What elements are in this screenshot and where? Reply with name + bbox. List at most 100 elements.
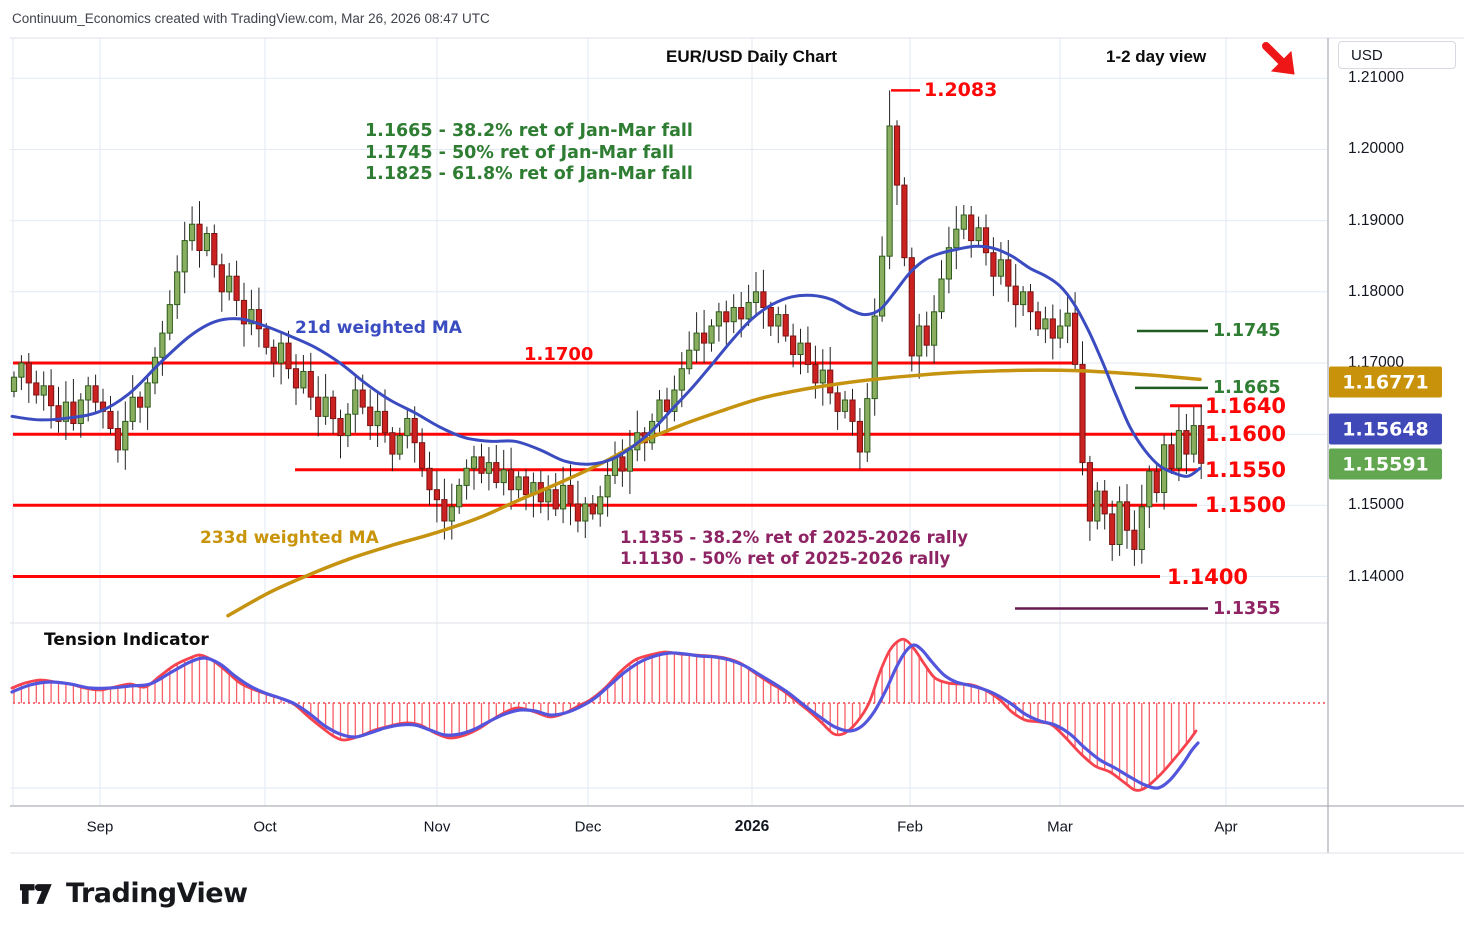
candle	[233, 260, 240, 316]
level-label-1.1500: 1.1500	[1205, 493, 1287, 518]
level-label-1.1400: 1.1400	[1167, 564, 1249, 589]
candle	[730, 294, 737, 334]
candle	[107, 395, 114, 435]
candle	[218, 253, 225, 312]
candle	[211, 224, 218, 278]
candle	[1079, 341, 1086, 476]
candle	[723, 300, 730, 345]
tradingview-logo-icon	[20, 883, 52, 904]
candle	[522, 469, 530, 511]
time-tick-2026: 2026	[734, 818, 770, 835]
tradingview-logo[interactable]: TradingView	[20, 878, 248, 909]
candle	[827, 347, 834, 405]
price-tick-1.19000: 1.19000	[1348, 211, 1405, 229]
candle	[315, 376, 322, 437]
candle	[871, 298, 878, 416]
time-tick-Apr: Apr	[1214, 818, 1238, 836]
price-tick-1.20000: 1.20000	[1348, 140, 1405, 158]
candle	[641, 427, 648, 462]
candle	[663, 387, 671, 433]
tension-histogram	[13, 640, 1195, 790]
candle	[560, 466, 567, 524]
candle	[337, 409, 344, 459]
candle	[448, 483, 455, 540]
candle	[1190, 406, 1197, 463]
level-label-1.1745: 1.1745	[1213, 320, 1281, 341]
fib-line-61: 1.1825 - 61.8% ret of Jan-Mar fall	[365, 164, 693, 184]
candle	[433, 470, 440, 523]
candle	[945, 226, 952, 294]
candle	[344, 403, 351, 447]
candle	[1020, 286, 1027, 316]
candle	[203, 226, 211, 257]
candle	[767, 301, 774, 336]
candle	[693, 312, 700, 363]
candle	[129, 375, 136, 430]
candle	[166, 290, 173, 341]
candle	[144, 375, 151, 430]
candle	[1064, 294, 1071, 344]
candle	[804, 326, 811, 373]
time-tick-Dec: Dec	[574, 818, 602, 836]
candle	[485, 447, 492, 491]
candle	[715, 302, 722, 342]
candle	[1175, 407, 1183, 482]
time-tick-Sep: Sep	[86, 818, 114, 836]
time-tick-Feb: Feb	[897, 818, 923, 836]
candle	[426, 451, 433, 506]
ma21-label: 21d weighted MA	[295, 318, 462, 338]
candle	[292, 354, 300, 405]
candle	[1161, 434, 1168, 510]
candle	[396, 427, 403, 460]
level-label-1.1550: 1.1550	[1205, 457, 1287, 482]
time-tick-Nov: Nov	[423, 818, 451, 836]
candle	[1123, 484, 1131, 549]
candle	[686, 331, 693, 375]
candle	[456, 478, 463, 514]
price-tick-1.21000: 1.21000	[1348, 69, 1405, 87]
candle	[463, 459, 470, 500]
candle	[389, 427, 396, 472]
candle	[760, 269, 767, 329]
tension-red-line	[10, 637, 1198, 792]
price-tick-1.14000: 1.14000	[1348, 567, 1405, 585]
candle	[500, 449, 507, 496]
candle	[330, 390, 337, 435]
candle	[901, 177, 908, 267]
candle	[470, 445, 478, 490]
candle	[1101, 480, 1108, 530]
candle	[611, 441, 619, 484]
candle	[982, 214, 990, 266]
candle	[656, 390, 663, 436]
price-level-lines	[13, 361, 1197, 578]
candle	[1034, 301, 1042, 336]
candle	[33, 370, 40, 404]
candle	[411, 406, 418, 463]
candle	[181, 221, 188, 294]
candle	[92, 374, 99, 413]
candle	[1086, 455, 1094, 541]
candle	[40, 371, 47, 411]
currency-button[interactable]: USD	[1338, 41, 1456, 69]
candle	[960, 205, 967, 240]
candle	[137, 391, 144, 423]
candle	[1183, 414, 1190, 474]
ma233-price-badge: 1.16771	[1329, 366, 1442, 398]
ma-233d-line	[226, 368, 1202, 618]
level-label-1.1355: 1.1355	[1213, 598, 1281, 619]
level-label-1.1665: 1.1665	[1213, 377, 1281, 398]
fib-retracement-annotation-jan-mar: 1.1665 - 38.2% ret of Jan-Mar fall 1.174…	[365, 121, 693, 186]
candle	[159, 320, 166, 376]
fib-line-38: 1.1665 - 38.2% ret of Jan-Mar fall	[365, 121, 693, 141]
candle	[790, 323, 797, 368]
candle	[300, 355, 307, 394]
candle	[1012, 264, 1019, 328]
candle	[122, 401, 129, 470]
candle	[782, 304, 789, 342]
candle	[908, 247, 915, 372]
fib-line-50: 1.1745 - 50% ret of Jan-Mar fall	[365, 142, 675, 163]
candle	[508, 447, 515, 510]
time-tick-Oct: Oct	[253, 818, 277, 836]
candle	[404, 408, 411, 449]
